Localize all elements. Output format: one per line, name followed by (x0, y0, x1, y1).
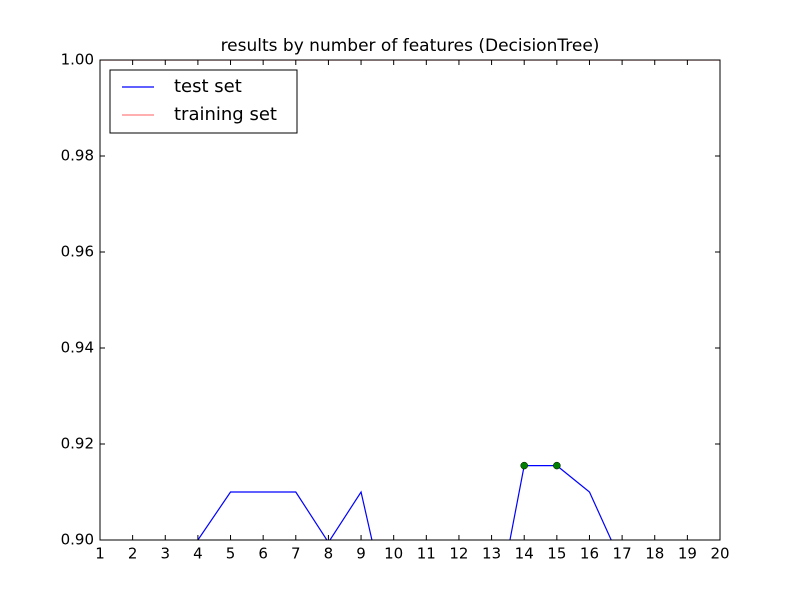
x-tick-label: 5 (226, 545, 236, 563)
point (553, 461, 561, 470)
x-tick-label: 16 (580, 545, 599, 563)
y-tick-label: 0.98 (61, 147, 94, 165)
plot-area (100, 60, 720, 540)
x-tick-label: 6 (258, 545, 268, 563)
x-tick-label: 18 (645, 545, 664, 563)
y-tick-label: 0.96 (61, 243, 94, 261)
x-tick-label: 19 (678, 545, 697, 563)
x-tick-label: 7 (291, 545, 301, 563)
legend-label: test set (174, 76, 242, 97)
x-tick-label: 4 (193, 545, 203, 563)
x-tick-label: 15 (547, 545, 566, 563)
x-tick-label: 8 (324, 545, 334, 563)
x-tick-label: 3 (160, 545, 170, 563)
x-tick-label: 9 (356, 545, 366, 563)
legend-box (109, 69, 298, 134)
x-tick-label: 14 (515, 545, 534, 563)
x-tick-label: 13 (482, 545, 501, 563)
series-line (197, 465, 612, 540)
y-tick-label: 0.90 (61, 531, 94, 549)
y-tick-label: 0.94 (61, 339, 94, 357)
x-tick-label: 10 (384, 545, 403, 563)
x-tick-label: 20 (710, 545, 729, 563)
x-tick-label: 12 (449, 545, 468, 563)
x-tick-label: 11 (417, 545, 436, 563)
x-tick-label: 2 (128, 545, 138, 563)
axes-frame (99, 59, 721, 541)
x-tick-label: 1 (95, 545, 105, 563)
y-tick-label: 0.92 (61, 435, 94, 453)
x-tick-label: 17 (613, 545, 632, 563)
y-tick-label: 1.00 (61, 51, 94, 69)
chart-title: results by number of features (DecisionT… (221, 36, 600, 56)
point (520, 461, 528, 470)
legend-label: training set (174, 104, 277, 125)
